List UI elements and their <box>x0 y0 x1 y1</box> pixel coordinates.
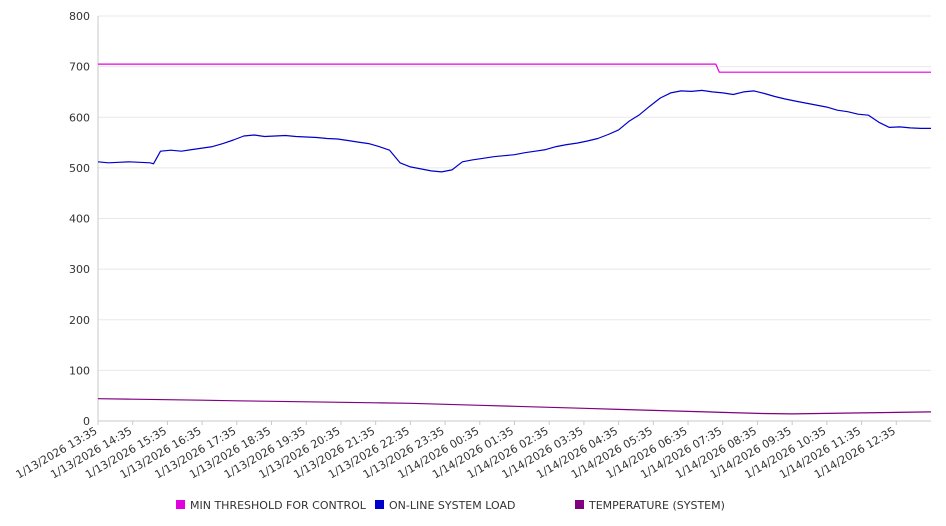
legend-label: TEMPERATURE (SYSTEM) <box>588 499 725 512</box>
y-tick-label: 300 <box>69 263 90 276</box>
legend-label: ON-LINE SYSTEM LOAD <box>389 499 515 512</box>
grid-lines <box>98 15 931 422</box>
series-line-on-line-system-load <box>97 89 931 173</box>
y-tick-label: 100 <box>69 364 90 377</box>
y-tick-label: 600 <box>69 111 90 124</box>
series-line-min-threshold-for-control <box>98 63 931 73</box>
y-tick-label: 200 <box>69 314 90 327</box>
y-tick-label: 0 <box>83 415 90 428</box>
legend-swatch <box>375 500 384 509</box>
y-tick-label: 500 <box>69 162 90 175</box>
legend-swatch <box>176 500 185 509</box>
legend-swatch <box>575 500 584 509</box>
legend-label: MIN THRESHOLD FOR CONTROL <box>190 499 367 512</box>
series-lines <box>97 63 932 415</box>
series-line-temperature-system <box>97 398 932 415</box>
y-tick-label: 400 <box>69 213 90 226</box>
y-tick-label: 800 <box>69 10 90 23</box>
legend: MIN THRESHOLD FOR CONTROL ON-LINE SYSTEM … <box>176 499 725 512</box>
y-tick-label: 700 <box>69 61 90 74</box>
